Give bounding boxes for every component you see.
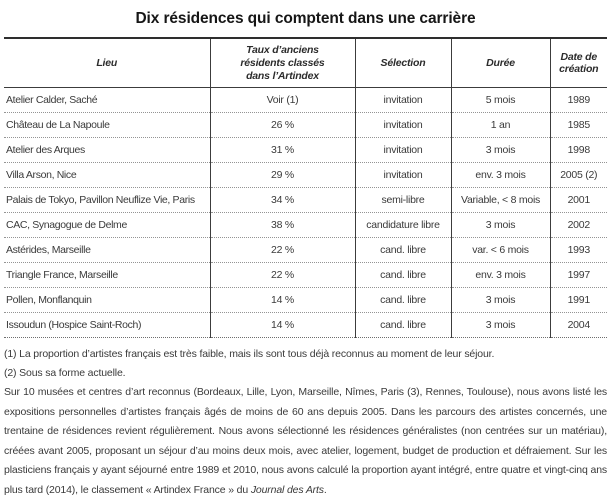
- table-row: Villa Arson, Nice 29 % invitation env. 3…: [4, 162, 607, 188]
- cell-date: 1985: [549, 112, 607, 138]
- cell-date: 2004: [549, 312, 607, 338]
- cell-duree: 3 mois: [450, 312, 550, 338]
- col-header-selection: Sélection: [354, 38, 451, 88]
- col-header-duree: Durée: [450, 38, 550, 88]
- cell-taux: 31 %: [209, 137, 355, 163]
- cell-lieu: Château de La Napoule: [4, 112, 210, 138]
- cell-taux: 22 %: [209, 262, 355, 288]
- table-row: CAC, Synagogue de Delme 38 % candidature…: [4, 212, 607, 238]
- cell-date: 1991: [549, 287, 607, 313]
- cell-date: 1993: [549, 237, 607, 263]
- methodology-text: Sur 10 musées et centres d’art reconnus …: [4, 386, 607, 496]
- cell-lieu: Pollen, Monflanquin: [4, 287, 210, 313]
- notes-block: (1) La proportion d’artistes français es…: [4, 345, 607, 500]
- cell-lieu: Atelier des Arques: [4, 137, 210, 163]
- cell-selection: invitation: [354, 137, 451, 163]
- cell-duree: Variable, < 8 mois: [450, 187, 550, 213]
- table-row: Pollen, Monflanquin 14 % cand. libre 3 m…: [4, 287, 607, 313]
- cell-taux: 38 %: [209, 212, 355, 238]
- cell-taux: 26 %: [209, 112, 355, 138]
- cell-selection: invitation: [354, 112, 451, 138]
- cell-taux: 14 %: [209, 312, 355, 338]
- cell-taux: 22 %: [209, 237, 355, 263]
- table-row: Atelier Calder, Saché Voir (1) invitatio…: [4, 87, 607, 113]
- cell-duree: 5 mois: [450, 87, 550, 113]
- table-row: Triangle France, Marseille 22 % cand. li…: [4, 262, 607, 288]
- col-header-date: Date de création: [549, 38, 607, 88]
- cell-selection: cand. libre: [354, 262, 451, 288]
- cell-taux: 29 %: [209, 162, 355, 188]
- cell-date: 2002: [549, 212, 607, 238]
- cell-taux: 34 %: [209, 187, 355, 213]
- cell-duree: env. 3 mois: [450, 162, 550, 188]
- cell-date: 1998: [549, 137, 607, 163]
- cell-selection: cand. libre: [354, 312, 451, 338]
- cell-selection: invitation: [354, 162, 451, 188]
- cell-duree: env. 3 mois: [450, 262, 550, 288]
- cell-lieu: Astérides, Marseille: [4, 237, 210, 263]
- table-row: Atelier des Arques 31 % invitation 3 moi…: [4, 137, 607, 163]
- cell-duree: var. < 6 mois: [450, 237, 550, 263]
- table-row: Palais de Tokyo, Pavillon Neuflize Vie, …: [4, 187, 607, 213]
- cell-selection: invitation: [354, 87, 451, 113]
- page-title: Dix résidences qui comptent dans une car…: [135, 10, 476, 27]
- cell-lieu: CAC, Synagogue de Delme: [4, 212, 210, 238]
- col-header-lieu: Lieu: [4, 38, 210, 88]
- col-header-taux: Taux d’anciens résidents classés dans l’…: [209, 38, 355, 88]
- table-row: Issoudun (Hospice Saint-Roch) 14 % cand.…: [4, 312, 607, 338]
- cell-duree: 3 mois: [450, 287, 550, 313]
- header-row: Lieu Taux d’anciens résidents classés da…: [4, 38, 607, 88]
- table-row: Château de La Napoule 26 % invitation 1 …: [4, 112, 607, 138]
- cell-duree: 3 mois: [450, 137, 550, 163]
- footnote-2: (2) Sous sa forme actuelle.: [4, 366, 126, 379]
- methodology-text-end: .: [323, 483, 327, 496]
- cell-selection: cand. libre: [354, 237, 451, 263]
- cell-date: 2005 (2): [549, 162, 607, 188]
- cell-lieu: Triangle France, Marseille: [4, 262, 210, 288]
- footnote-1: (1) La proportion d’artistes français es…: [4, 348, 495, 360]
- cell-duree: 1 an: [450, 112, 550, 138]
- methodology-paragraph: Sur 10 musées et centres d’art reconnus …: [4, 383, 607, 500]
- cell-taux: 14 %: [209, 287, 355, 313]
- table-row: Astérides, Marseille 22 % cand. libre va…: [4, 237, 607, 263]
- cell-lieu: Palais de Tokyo, Pavillon Neuflize Vie, …: [4, 187, 210, 213]
- cell-lieu: Atelier Calder, Saché: [6, 94, 98, 106]
- cell-lieu: Issoudun (Hospice Saint-Roch): [4, 312, 210, 338]
- col-header-taux-line3: dans l’Artindex: [246, 69, 319, 82]
- cell-taux: Voir (1): [209, 87, 355, 113]
- col-header-taux-line1: Taux d’anciens: [246, 43, 319, 56]
- cell-lieu: Villa Arson, Nice: [4, 162, 210, 188]
- cell-duree: 3 mois: [450, 212, 550, 238]
- cell-date: 1989: [549, 87, 607, 113]
- cell-selection: candidature libre: [354, 212, 451, 238]
- cell-selection: cand. libre: [354, 287, 451, 313]
- col-header-taux-line2: résidents classés: [240, 56, 325, 69]
- publication-name: Journal des Arts: [250, 483, 324, 496]
- cell-date: 2001: [549, 187, 607, 213]
- cell-date: 1997: [549, 262, 607, 288]
- cell-selection: semi-libre: [354, 187, 451, 213]
- residences-table: Lieu Taux d’anciens résidents classés da…: [4, 37, 607, 338]
